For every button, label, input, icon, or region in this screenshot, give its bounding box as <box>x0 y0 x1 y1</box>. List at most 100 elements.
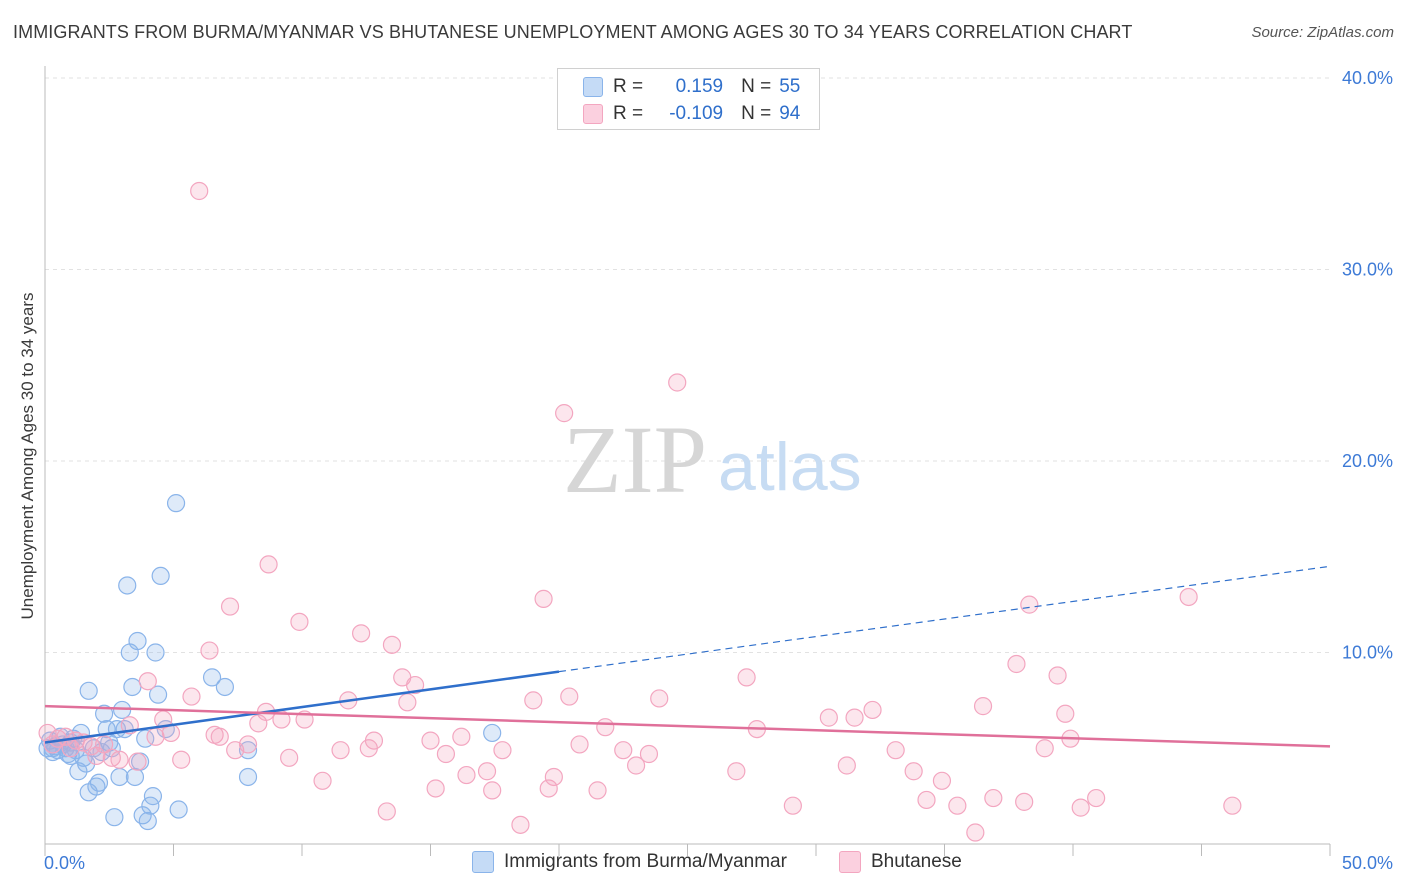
series-bhutanese-points <box>38 181 1242 842</box>
bhutanese-point <box>614 741 633 760</box>
bhutanese-point <box>560 687 579 706</box>
burma-point <box>69 762 88 781</box>
bhutanese-point <box>650 689 669 708</box>
trend-lines <box>44 565 1331 748</box>
bhutanese-point <box>172 750 191 769</box>
bhutanese-point <box>426 779 445 798</box>
bhutanese-point <box>95 735 114 754</box>
bhutanese-point <box>1071 798 1090 817</box>
bhutanese-point <box>452 727 471 746</box>
burma-trend-line <box>44 670 560 744</box>
gridlines <box>45 77 1330 653</box>
legend: R = 0.159 N = 55 R = -0.109 N = 94 <box>557 68 820 130</box>
burma-point <box>105 808 124 827</box>
bhutanese-point <box>377 802 396 821</box>
legend-r-value: -0.109 <box>669 103 724 124</box>
bhutanese-point <box>596 718 615 737</box>
bhutanese-point <box>1007 654 1026 674</box>
bhutanese-point <box>845 708 864 727</box>
bhutanese-point <box>364 731 384 750</box>
bhutanese-point <box>313 771 332 790</box>
legend-n-value: 94 <box>779 103 801 124</box>
bhutanese-point <box>984 788 1003 808</box>
series-burma-points <box>38 494 502 831</box>
bhutanese-point <box>886 741 905 760</box>
bhutanese-point <box>352 624 371 643</box>
bhutanese-point <box>727 762 746 781</box>
burma-point <box>202 668 222 687</box>
x-tick-label: 50.0% <box>1342 853 1393 873</box>
bhutanese-point <box>524 691 543 710</box>
burma-point <box>483 723 502 743</box>
bhutanese-point <box>570 735 589 754</box>
burma-point <box>125 767 145 787</box>
bhutanese-point <box>483 781 502 800</box>
burma-point <box>166 494 186 513</box>
bhutanese-point <box>948 796 967 815</box>
bhutanese-point <box>398 693 417 712</box>
bhutanese-point <box>436 744 456 764</box>
y-tick-label: 40.0% <box>1342 68 1393 88</box>
bhutanese-point <box>210 727 229 746</box>
burma-point <box>151 566 170 586</box>
burma-point <box>79 681 98 700</box>
bhutanese-point <box>110 750 129 769</box>
burma-point <box>133 806 152 825</box>
legend-swatch-bhutanese <box>583 104 603 124</box>
bhutanese-point <box>737 668 756 687</box>
bottom-legend-label-bhutanese: Bhutanese <box>871 851 962 872</box>
bhutanese-point <box>555 404 574 423</box>
bhutanese-point <box>1035 739 1054 758</box>
bhutanese-point <box>146 727 165 746</box>
burma-point <box>238 767 258 787</box>
burma-point <box>89 773 109 792</box>
bhutanese-point <box>382 635 402 654</box>
y-tick-label: 30.0% <box>1342 260 1393 280</box>
x-tick-label: 0.0% <box>44 853 85 873</box>
burma-point <box>148 685 168 704</box>
watermark-zip: ZIP <box>563 406 707 513</box>
burma-point <box>138 811 157 831</box>
bhutanese-point <box>331 741 350 760</box>
watermark: ZIP atlas <box>563 406 862 513</box>
bottom-legend-label-burma: Immigrants from Burma/Myanmar <box>504 851 787 872</box>
bottom-legend-swatch-bhutanese <box>839 851 861 873</box>
source-label: Source: ZipAtlas.com <box>1251 24 1394 41</box>
bottom-legend-bhutanese: Bhutanese <box>839 851 962 873</box>
burma-point <box>146 643 165 662</box>
bhutanese-point <box>539 779 558 798</box>
bhutanese-point <box>421 731 440 750</box>
bottom-legend: Immigrants from Burma/Myanmar Bhutanese <box>0 851 1406 877</box>
tick-labels: 10.0% 20.0% 30.0% 40.0% 0.0% 50.0% <box>44 68 1393 873</box>
bhutanese-point <box>259 555 278 574</box>
bhutanese-point <box>917 790 936 810</box>
legend-r-value: 0.159 <box>675 76 724 97</box>
bhutanese-point <box>932 771 952 790</box>
y-tick-label: 10.0% <box>1342 643 1393 663</box>
legend-n-label: N = <box>741 76 772 97</box>
legend-n-label: N = <box>741 103 772 124</box>
bhutanese-point <box>290 612 309 631</box>
bhutanese-point <box>837 756 856 775</box>
bhutanese-point <box>544 767 563 787</box>
burma-point <box>128 631 147 651</box>
burma-point <box>123 677 142 697</box>
watermark-atlas: atlas <box>718 429 862 505</box>
y-tick-label: 20.0% <box>1342 451 1393 471</box>
burma-point <box>169 800 188 819</box>
bhutanese-point <box>668 373 687 392</box>
bhutanese-point <box>863 700 882 720</box>
bhutanese-point <box>280 748 299 767</box>
burma-point <box>215 677 234 697</box>
bhutanese-point <box>493 741 512 760</box>
legend-swatch-burma <box>583 77 603 97</box>
burma-point <box>118 576 137 595</box>
bhutanese-point <box>1056 704 1075 723</box>
bhutanese-point <box>511 815 530 834</box>
bhutanese-point <box>1223 796 1242 815</box>
bhutanese-point <box>1020 595 1039 614</box>
bhutanese-point <box>966 823 985 842</box>
legend-n-value: 55 <box>779 76 801 97</box>
bottom-legend-swatch-burma <box>472 851 494 873</box>
